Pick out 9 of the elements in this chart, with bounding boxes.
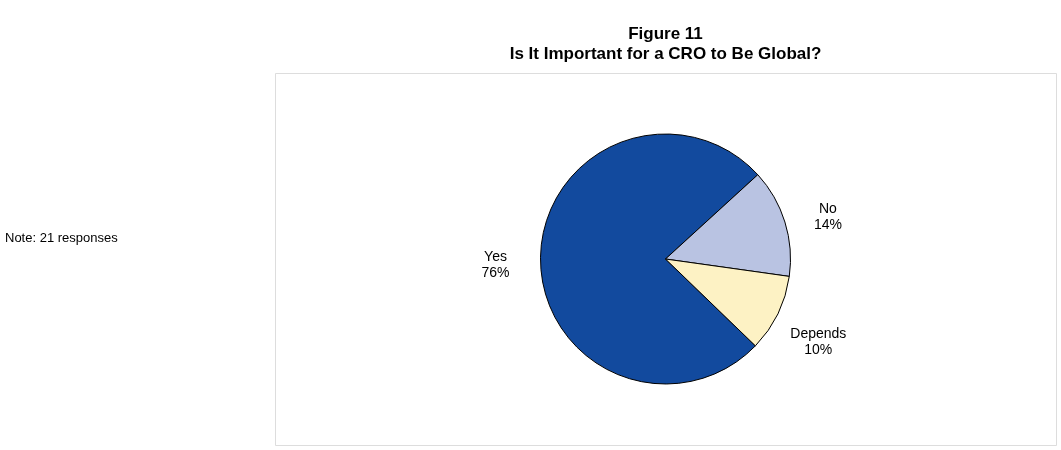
slice-label: Depends xyxy=(790,324,847,341)
slice-label: Yes xyxy=(484,247,507,264)
text: Note: 21 responses xyxy=(5,230,119,245)
chart-title: Figure 11 xyxy=(628,24,703,43)
slice-label: No xyxy=(818,199,838,216)
data-label: 76% xyxy=(481,263,510,280)
data-label: 14% xyxy=(813,215,842,232)
chart-subtitle: Is It Important for a CRO to Be Global? xyxy=(509,44,822,63)
data-label: 10% xyxy=(804,340,833,357)
